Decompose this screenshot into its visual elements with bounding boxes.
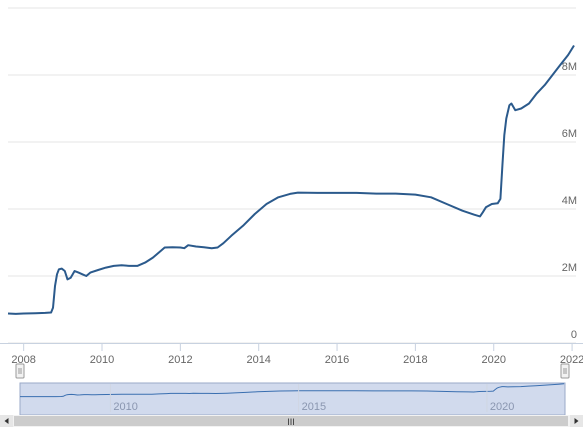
x-tick-label: 2012 (168, 354, 192, 366)
y-tick-label: 8M (562, 61, 577, 73)
x-tick-label: 2010 (90, 354, 114, 366)
grid-layer (8, 7, 576, 344)
x-tick-label: 2022 (560, 354, 583, 366)
chevron-left-icon (4, 418, 9, 424)
navigator-line (20, 383, 565, 398)
navigator-label: 2020 (490, 401, 514, 413)
scroll-right-button[interactable] (570, 415, 583, 427)
series-line (7, 44, 575, 315)
navigator-frame (12, 383, 572, 391)
navigator-handle-right[interactable] (560, 363, 570, 379)
handle-box[interactable] (15, 363, 25, 379)
x-tick-label: 2008 (11, 354, 35, 366)
scrollbar-thumb[interactable] (14, 416, 568, 426)
y-tick-label: 6M (562, 128, 577, 140)
scrollbar[interactable]: III (0, 415, 583, 427)
scrollbar-grip: III (287, 417, 295, 427)
navigator-handle-left[interactable] (15, 363, 25, 379)
handle-box[interactable] (560, 363, 570, 379)
y-tick-label: 0 (571, 329, 577, 341)
scroll-left-button[interactable] (0, 415, 13, 427)
navigator[interactable]: 2010 2015 2020 (12, 363, 572, 416)
series-layer (7, 44, 575, 315)
x-tick-label: 2020 (481, 354, 505, 366)
y-axis: 0 2M 4M 6M 8M (562, 61, 577, 341)
y-tick-label: 4M (562, 195, 577, 207)
x-tick-label: 2014 (246, 354, 270, 366)
x-tick-label: 2018 (403, 354, 427, 366)
x-axis: 2008 2010 2012 2014 2016 2018 2020 2022 (0, 343, 583, 366)
chevron-right-icon (574, 418, 579, 424)
navigator-series (20, 383, 565, 398)
x-tick-label: 2016 (325, 354, 349, 366)
navigator-label: 2010 (113, 401, 137, 413)
navigator-labels: 2010 2015 2020 (109, 384, 514, 413)
y-tick-label: 2M (562, 262, 577, 274)
navigator-selection[interactable] (19, 382, 566, 416)
navigator-label: 2015 (302, 401, 326, 413)
navigator-background (12, 383, 572, 391)
